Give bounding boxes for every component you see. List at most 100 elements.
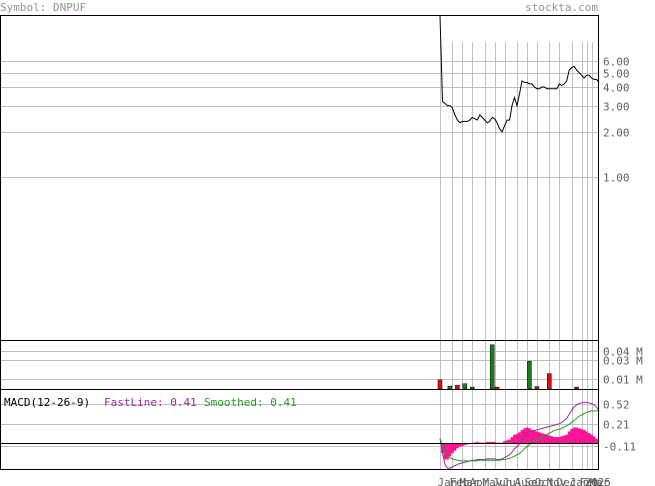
x-tick-label: Mar bbox=[460, 476, 480, 486]
macd-histogram-bar bbox=[592, 436, 596, 444]
macd-grid bbox=[1, 404, 599, 447]
volume-tick-label: 0.04 M bbox=[603, 346, 643, 359]
macd-histogram-bar bbox=[577, 428, 581, 444]
macd-histogram-bar bbox=[565, 434, 569, 444]
x-tick-label: Jan bbox=[570, 476, 590, 486]
macd-histogram-bar bbox=[528, 428, 531, 444]
volume-tick-label: 0.01 M bbox=[603, 374, 643, 387]
volume-bar bbox=[534, 386, 540, 390]
macd-panel-frame bbox=[0, 389, 599, 470]
volume-bar bbox=[447, 385, 453, 390]
macd-histogram-bar bbox=[505, 440, 509, 444]
macd-histogram-bar bbox=[493, 441, 497, 444]
macd-histogram-bar bbox=[518, 432, 521, 444]
macd-histogram-bar bbox=[446, 443, 449, 460]
macd-histogram-bar bbox=[513, 434, 516, 444]
x-tick-label: Aug bbox=[515, 476, 535, 486]
macd-histogram-bar bbox=[461, 443, 464, 446]
macd-histogram-bar bbox=[458, 443, 462, 447]
macd-histogram-bar bbox=[552, 437, 556, 444]
x-tick-label: Sep bbox=[525, 476, 545, 486]
macd-histogram-bar bbox=[587, 433, 591, 444]
month-gridlines bbox=[440, 42, 593, 469]
macd-histogram-bar bbox=[485, 441, 489, 444]
macd-histogram-bar bbox=[590, 434, 593, 444]
price-tick-label: 4.00 bbox=[603, 82, 630, 95]
macd-histogram-bar bbox=[475, 441, 479, 444]
x-tick-label: Jul bbox=[503, 476, 523, 486]
x-tick-label: 2025 bbox=[585, 476, 612, 486]
macd-histogram-bar bbox=[547, 435, 551, 444]
volume-grid bbox=[1, 351, 599, 380]
price-grid bbox=[1, 61, 599, 178]
macd-histogram-bar bbox=[508, 439, 511, 444]
macd-histogram-bar bbox=[562, 435, 566, 444]
volume-bar bbox=[455, 384, 460, 390]
macd-histogram-bar bbox=[448, 443, 452, 457]
volume-bar bbox=[547, 373, 552, 390]
macd-histogram-bar bbox=[575, 427, 578, 444]
volume-bar bbox=[437, 379, 443, 390]
volume-bar bbox=[470, 386, 475, 390]
price-tick-label: 2.00 bbox=[603, 127, 630, 140]
macd-histogram-bar bbox=[582, 429, 586, 444]
volume-bar bbox=[489, 344, 495, 390]
volume-axis: 0.04 M0.03 M 0.01 M bbox=[603, 346, 643, 387]
macd-histogram-bar bbox=[510, 437, 514, 444]
macd-histogram-bar bbox=[560, 436, 564, 444]
volume-bar bbox=[527, 360, 532, 390]
macd-histogram-bar bbox=[572, 427, 576, 444]
macd-histogram-bar bbox=[451, 443, 454, 454]
site-label: stockta.com bbox=[525, 1, 598, 14]
macd-histogram-bar bbox=[555, 437, 559, 444]
volume-panel-frame bbox=[0, 340, 599, 390]
price-line bbox=[439, 15, 600, 133]
price-tick-label: 5.00 bbox=[603, 68, 630, 81]
volume-tick-label: 0.03 M bbox=[603, 355, 643, 368]
macd-smoothed-label: Smoothed: 0.41 bbox=[204, 396, 297, 409]
macd-histogram-bar bbox=[557, 437, 561, 444]
price-tick-label: 3.00 bbox=[603, 101, 630, 114]
macd-histogram-bar bbox=[515, 433, 519, 444]
macd-smoothed-line bbox=[439, 410, 599, 462]
x-tick-label: Oct bbox=[535, 476, 555, 486]
price-tick-label: 1.00 bbox=[603, 172, 630, 185]
x-tick-label: Nov bbox=[547, 476, 567, 486]
macd-histogram-bar bbox=[520, 429, 524, 444]
x-tick-label: Dec bbox=[557, 476, 577, 486]
x-tick-label: Feb bbox=[450, 476, 470, 486]
macd-histogram-bar bbox=[525, 427, 529, 444]
macd-histogram-bar bbox=[585, 431, 588, 444]
macd-histogram-bar bbox=[540, 433, 544, 444]
macd-histogram-bar bbox=[533, 430, 536, 444]
macd-histogram-bar bbox=[545, 434, 549, 444]
x-tick-label: Apr bbox=[470, 476, 490, 486]
macd-histogram-bar bbox=[550, 436, 554, 444]
macd-axis: 0.52 0.21 -0.11 bbox=[603, 399, 636, 454]
x-tick-label: Feb bbox=[580, 476, 600, 486]
price-tick-label: 6.00 bbox=[603, 56, 630, 69]
macd-histogram-bar bbox=[538, 432, 541, 444]
symbol-label: Symbol: DNPUF bbox=[0, 1, 86, 14]
macd-histogram-bar bbox=[456, 443, 459, 449]
macd-histogram-bar bbox=[595, 438, 598, 444]
macd-histogram-bar bbox=[580, 429, 583, 444]
macd-tick-label: -0.11 bbox=[603, 441, 636, 454]
x-tick-label: May bbox=[483, 476, 503, 486]
macd-histogram-bar bbox=[567, 431, 571, 444]
macd-tick-label: 0.52 bbox=[603, 399, 630, 412]
x-tick-label: Mar bbox=[590, 476, 610, 486]
macd-histogram-bar bbox=[535, 431, 539, 444]
x-axis: JanFebMarAprMayJunJulAugSepOctNovDecJanF… bbox=[438, 476, 612, 486]
macd-histogram-bar bbox=[503, 441, 506, 444]
x-tick-label: Jun bbox=[493, 476, 513, 486]
macd-fastline-label: FastLine: 0.41 bbox=[104, 396, 197, 409]
macd-histogram-bar bbox=[441, 443, 444, 454]
macd-histogram-bar bbox=[542, 433, 546, 444]
macd-histogram-bar bbox=[490, 441, 494, 444]
volume-bar bbox=[462, 383, 468, 390]
volume-bar bbox=[574, 386, 579, 390]
macd-histogram-bar bbox=[488, 441, 492, 444]
x-tick-label: Jan bbox=[438, 476, 458, 486]
